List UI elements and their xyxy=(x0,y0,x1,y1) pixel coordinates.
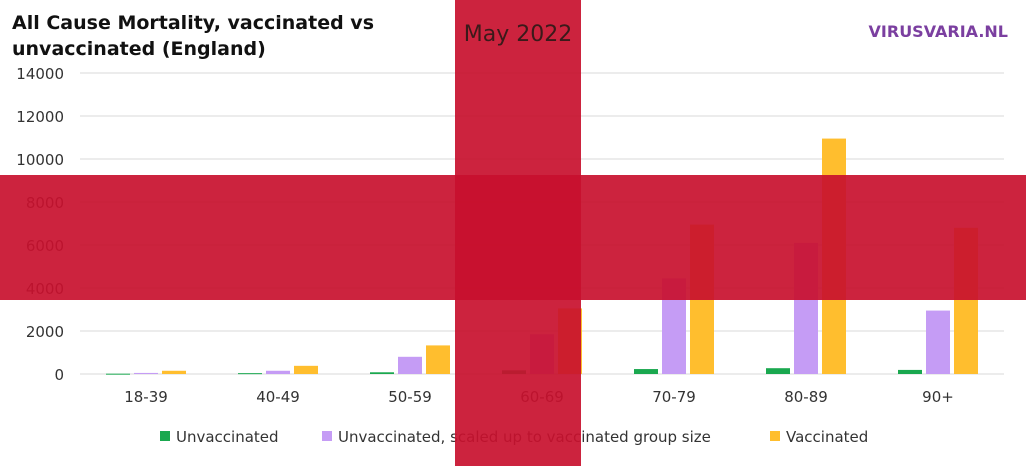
legend-label: Unvaccinated xyxy=(176,428,279,446)
bar xyxy=(238,373,262,375)
chart-title-line2: unvaccinated (England) xyxy=(12,38,266,60)
legend-swatch xyxy=(160,431,170,441)
legend-swatch xyxy=(770,431,780,441)
legend-label: Vaccinated xyxy=(786,428,868,446)
bar xyxy=(898,369,922,374)
bar xyxy=(926,310,950,374)
x-tick-label: 90+ xyxy=(922,388,954,406)
y-tick-label: 0 xyxy=(54,366,64,384)
watermark-logo: VIRUSVARIA.NL xyxy=(869,22,1008,41)
flag-horizontal-bar xyxy=(0,175,1026,300)
bar xyxy=(766,368,790,374)
bar xyxy=(162,370,186,374)
bar xyxy=(266,370,290,374)
bar xyxy=(634,369,658,374)
y-tick-label: 12000 xyxy=(16,108,64,126)
x-tick-label: 50-59 xyxy=(388,388,432,406)
x-tick-label: 40-49 xyxy=(256,388,300,406)
y-tick-label: 10000 xyxy=(16,151,64,169)
bar xyxy=(106,373,130,375)
bar xyxy=(426,345,450,374)
x-tick-label: 80-89 xyxy=(784,388,828,406)
x-tick-label: 18-39 xyxy=(124,388,168,406)
chart-title-line1: All Cause Mortality, vaccinated vs xyxy=(12,12,374,34)
bar xyxy=(370,372,394,374)
overlay-label: May 2022 xyxy=(464,22,572,47)
legend-swatch xyxy=(322,431,332,441)
bar xyxy=(294,365,318,374)
bar xyxy=(398,356,422,374)
y-tick-label: 14000 xyxy=(16,65,64,83)
y-tick-label: 2000 xyxy=(26,323,64,341)
bar xyxy=(134,372,158,374)
x-tick-label: 70-79 xyxy=(652,388,696,406)
